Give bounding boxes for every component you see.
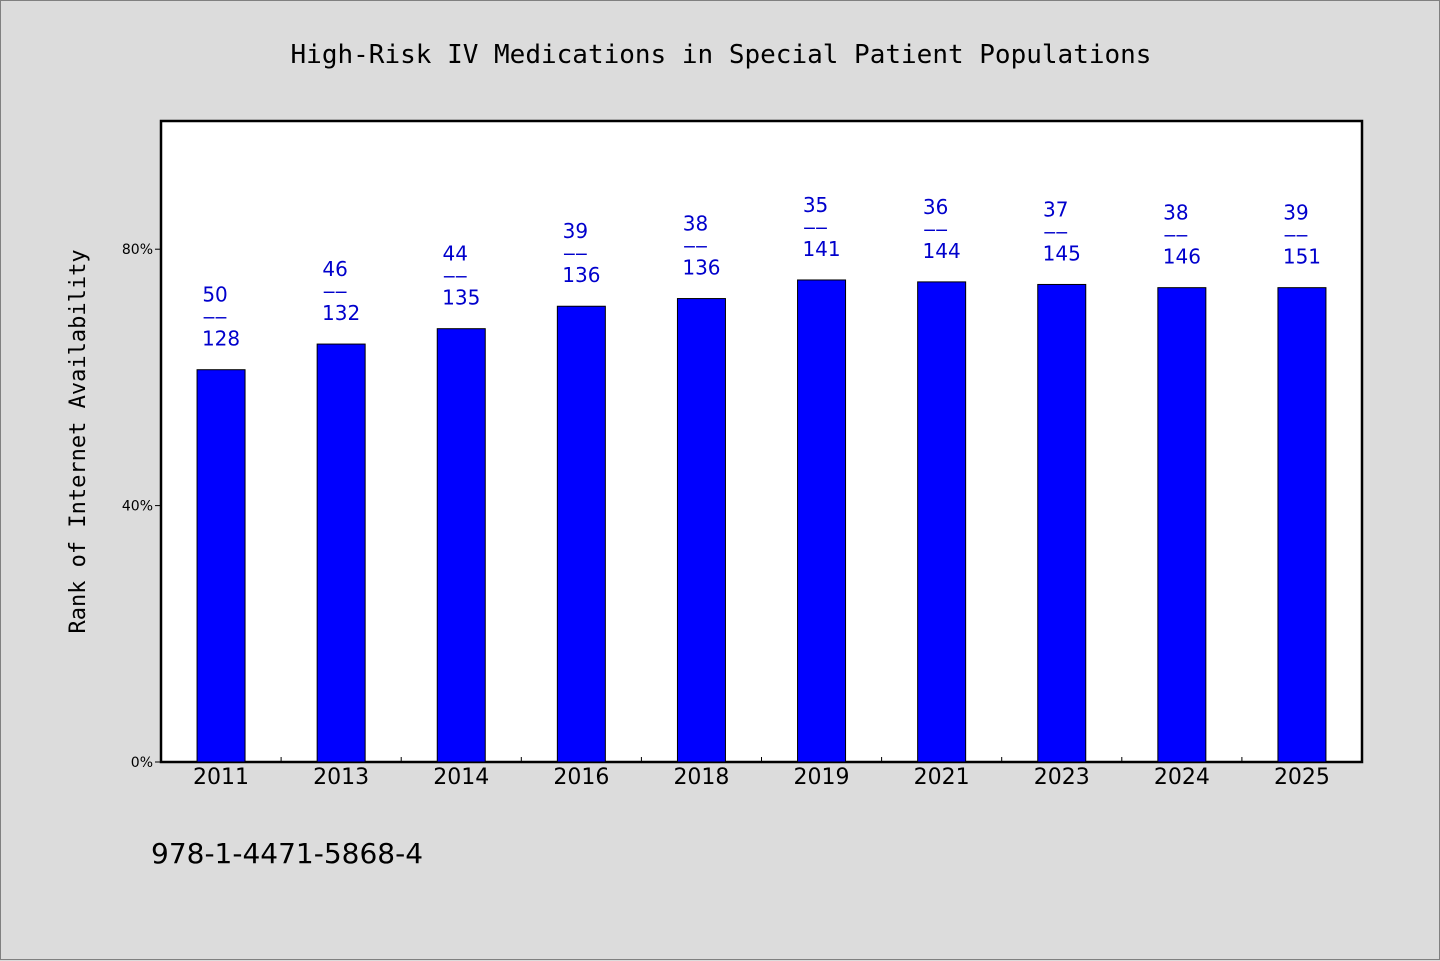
data-label-bottom: 144 [923, 239, 961, 263]
data-label-bottom: 141 [802, 237, 840, 261]
x-tick-label: 2014 [433, 765, 489, 790]
data-label-separator: —— [1044, 219, 1068, 243]
bar-2023 [1037, 283, 1087, 763]
bar-2011 [196, 369, 246, 763]
data-label-separator: —— [804, 215, 828, 239]
data-label-separator: —— [323, 279, 347, 303]
bar-2025 [1277, 287, 1327, 763]
data-label-separator: —— [1284, 223, 1308, 247]
data-label-bottom: 136 [562, 263, 600, 287]
y-tick-label: 0% [131, 755, 153, 771]
footnote-isbn: 978-1-4471-5868-4 [151, 837, 423, 870]
x-tick-label: 2018 [673, 765, 729, 790]
chart-title: High-Risk IV Medications in Special Pati… [291, 40, 1152, 70]
bar-2014 [436, 328, 486, 763]
bar-2019 [797, 279, 847, 763]
bar-2018 [676, 298, 726, 763]
data-label-top: 39 [1283, 201, 1308, 225]
data-label-bottom: 151 [1283, 245, 1321, 269]
data-label-bottom: 136 [682, 256, 720, 280]
bars [196, 279, 1327, 763]
data-label-top: 36 [923, 195, 948, 219]
x-tick-label: 2019 [794, 765, 850, 790]
data-label-top: 46 [322, 257, 347, 281]
data-label-top: 44 [443, 242, 468, 266]
data-label-top: 38 [1163, 201, 1188, 225]
x-tick-label: 2011 [193, 765, 249, 790]
x-tick-label: 2024 [1154, 765, 1210, 790]
axis-ticks: 0% 40% 80% [122, 242, 1243, 771]
bar-2013 [316, 343, 366, 763]
data-labels: 50——12846——13244——13539——13638——13635——1… [202, 193, 1321, 351]
data-label-bottom: 132 [322, 301, 360, 325]
bar-2024 [1157, 287, 1207, 763]
data-label-separator: —— [563, 241, 587, 265]
data-label-top: 37 [1043, 197, 1068, 221]
x-tick-label: 2013 [313, 765, 369, 790]
data-label-top: 39 [563, 219, 588, 243]
data-label-separator: —— [683, 234, 707, 258]
data-label-bottom: 145 [1043, 241, 1081, 265]
bar-2016 [556, 305, 606, 763]
data-label-separator: —— [1164, 223, 1188, 247]
data-label-bottom: 135 [442, 286, 480, 310]
x-tick-label: 2016 [553, 765, 609, 790]
y-tick-label: 80% [122, 242, 153, 258]
x-tick-label: 2023 [1034, 765, 1090, 790]
x-tick-label: 2025 [1274, 765, 1330, 790]
x-tick-labels: 2011 2013 2014 2016 2018 2019 2021 2023 2024 2025 [193, 765, 1330, 790]
data-label-separator: —— [443, 264, 467, 288]
data-label-separator: —— [924, 217, 948, 241]
data-label-top: 35 [803, 193, 828, 217]
data-label-top: 50 [202, 283, 227, 307]
data-label-bottom: 146 [1163, 245, 1201, 269]
y-tick-label: 40% [122, 499, 153, 515]
data-label-top: 38 [683, 212, 708, 236]
bar-2021 [917, 281, 967, 763]
y-axis-label: Rank of Internet Availability [66, 249, 91, 633]
x-tick-label: 2021 [914, 765, 970, 790]
data-label-separator: —— [203, 305, 227, 329]
data-label-bottom: 128 [202, 327, 240, 351]
